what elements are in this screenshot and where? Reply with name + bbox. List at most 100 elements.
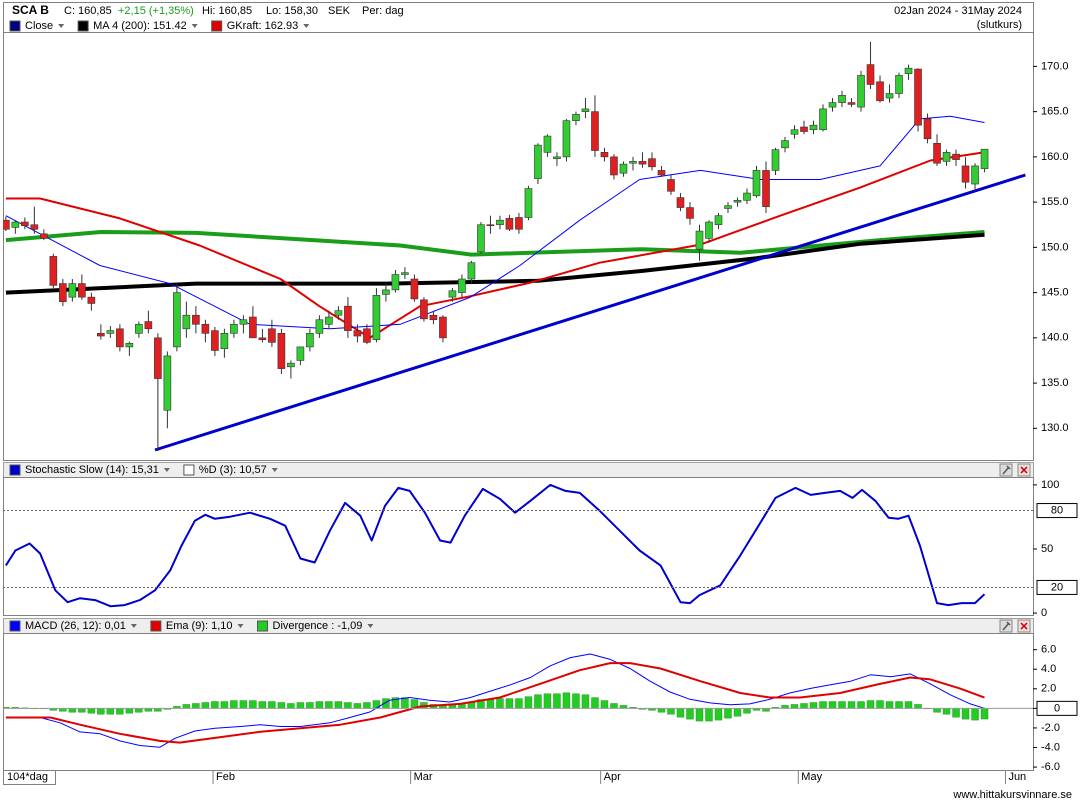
divergence-bar — [534, 694, 542, 709]
candle-body — [154, 337, 162, 379]
candle-body — [68, 283, 77, 298]
divergence-bar — [562, 692, 571, 709]
candle-body — [220, 333, 229, 350]
divergence-bar — [724, 708, 732, 719]
candle-body — [980, 148, 989, 169]
candle-body — [762, 170, 770, 207]
divergence-bar — [325, 701, 333, 709]
divergence-bar — [866, 700, 875, 709]
candle-body — [211, 330, 219, 351]
candle-body — [524, 188, 533, 218]
divergence-bar — [306, 702, 314, 709]
divergence-bar — [268, 701, 276, 709]
level-label-box — [1036, 579, 1078, 595]
divergence-bar — [97, 708, 105, 715]
candle-body — [933, 142, 941, 164]
candle-body — [714, 215, 723, 226]
candle-body — [543, 135, 552, 153]
divergence-bar — [334, 701, 343, 709]
y-tick-label: 145.0 — [1041, 287, 1069, 299]
legend-dropdown — [303, 24, 310, 28]
footer: www.hittakursvinnare.se — [952, 789, 1072, 800]
divergence-bar — [106, 708, 115, 715]
divergence-bar — [819, 701, 827, 709]
series-line — [5, 230, 985, 257]
legend-dropdown — [163, 468, 170, 472]
candle-body — [790, 129, 799, 135]
candle-body — [306, 333, 314, 348]
candle-body — [505, 218, 514, 230]
legend-label: Divergence : -1,09 — [273, 620, 363, 632]
divergence-bar — [344, 702, 352, 709]
candle-body — [838, 95, 846, 103]
legend-dropdown — [130, 624, 137, 628]
divergence-bar — [961, 708, 970, 720]
divergence-bar — [277, 702, 286, 709]
candle-body — [344, 305, 352, 331]
x-tick-label: Feb — [216, 771, 235, 783]
candle-body — [429, 314, 438, 321]
candle-body — [458, 278, 466, 293]
divergence-bar — [363, 702, 371, 709]
candle-body — [572, 114, 580, 121]
divergence-bar — [258, 701, 267, 709]
divergence-bar — [239, 700, 248, 709]
candle-body — [629, 161, 637, 164]
divergence-bar — [610, 703, 618, 709]
y-tick-label: 0 — [1041, 607, 1047, 619]
divergence-bar — [125, 708, 134, 714]
macd-plot — [3, 653, 989, 748]
zero-label-box — [1036, 700, 1078, 716]
price-panel-frame — [3, 32, 1034, 461]
close-glyph — [1020, 622, 1028, 630]
candle-body — [230, 323, 238, 334]
legend-dropdown — [237, 624, 244, 628]
divergence-bar — [220, 701, 229, 709]
divergence-bar — [676, 708, 685, 718]
low-price: Lo: 158,30 — [266, 5, 318, 17]
divergence-bar — [790, 704, 799, 709]
legend-dropdown — [191, 24, 198, 28]
candle-body — [21, 221, 29, 226]
candle-body — [125, 342, 134, 348]
candle-body — [904, 67, 913, 74]
candle-body — [724, 205, 732, 209]
candle-body — [857, 75, 865, 108]
divergence-bar — [980, 708, 989, 720]
divergence-bar — [809, 702, 818, 709]
wrench-glyph — [1002, 465, 1011, 475]
candle-body — [268, 328, 276, 343]
candle-body — [30, 224, 39, 230]
high-price: Hi: 160,85 — [202, 5, 252, 17]
x-label-box — [3, 770, 56, 785]
candle-body — [439, 316, 447, 339]
level-label: 20 — [1051, 581, 1063, 593]
candle-body — [49, 256, 58, 286]
divergence-bar — [353, 703, 362, 709]
legend-label: Stochastic Slow (14): 15,31 — [25, 464, 159, 476]
y-tick-label: 150.0 — [1041, 241, 1069, 253]
candle-body — [277, 333, 286, 369]
candle-body — [315, 319, 324, 334]
candle-body — [638, 161, 647, 165]
candle-body — [705, 221, 713, 239]
candle-body — [828, 102, 837, 108]
candle-body — [106, 330, 115, 334]
y-tick-label: -2.0 — [1041, 722, 1060, 734]
candle-body — [3, 219, 10, 230]
candle-body — [239, 319, 248, 325]
close-glyph — [1020, 466, 1028, 474]
divergence-bar — [192, 703, 200, 709]
date-range: 02Jan 2024 - 31May 2024 — [894, 5, 1022, 17]
divergence-bar — [667, 708, 675, 715]
candle-body — [40, 233, 48, 239]
divergence-bar — [686, 708, 694, 720]
legend-swatch — [183, 464, 195, 476]
divergence-bar — [401, 697, 409, 709]
divergence-bar — [486, 699, 495, 709]
series-line — [5, 151, 985, 339]
divergence-bar — [895, 701, 903, 709]
divergence-bar — [657, 708, 666, 713]
candle-body — [391, 274, 400, 291]
legend-swatch — [211, 20, 223, 32]
